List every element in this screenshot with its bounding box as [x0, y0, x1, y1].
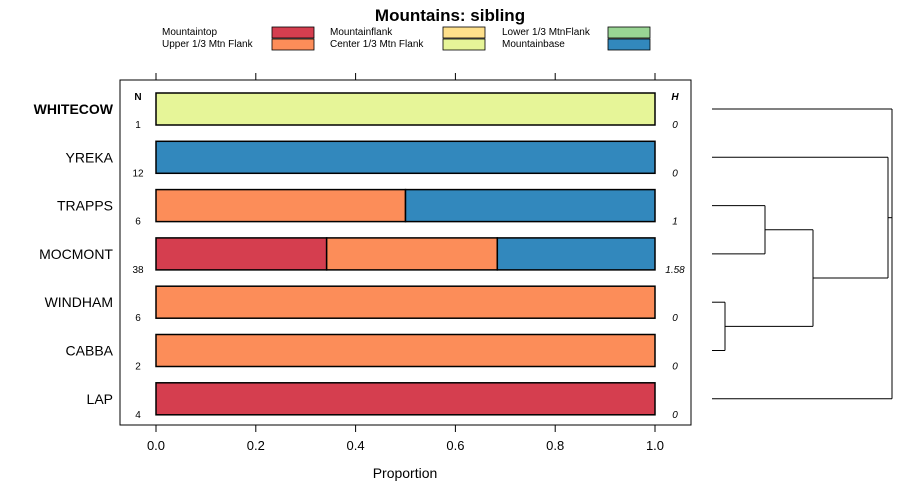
- h-column-header: H: [671, 92, 679, 103]
- x-tick-label: 1.0: [646, 438, 664, 453]
- plot-frame: [119, 79, 692, 426]
- dendrogram: [712, 108, 893, 400]
- n-value: 38: [132, 265, 144, 276]
- bar-segment: [155, 188, 407, 223]
- n-value: 6: [135, 313, 141, 324]
- n-value: 1: [135, 120, 141, 131]
- bar-row: WHITECOW 1 0: [34, 92, 678, 131]
- bar-segment: [155, 285, 656, 319]
- n-value: 4: [135, 410, 141, 421]
- bar-segment: [155, 382, 656, 416]
- h-value: 1.58: [665, 265, 685, 276]
- bar-segment: [155, 237, 328, 271]
- n-column-header: N: [134, 92, 141, 103]
- category-label: CABBA: [66, 343, 114, 359]
- chart-title: Mountains: sibling: [375, 6, 525, 25]
- x-tick-label: 0.0: [147, 438, 165, 453]
- bar-row: CABBA 2 0: [66, 333, 678, 373]
- x-axis: 0.0 0.2 0.4 0.6 0.8 1.0: [147, 73, 664, 453]
- h-value: 0: [672, 313, 678, 324]
- category-label: LAP: [87, 391, 113, 407]
- h-value: 1: [672, 217, 678, 228]
- bar-segment: [496, 237, 656, 271]
- x-tick-label: 0.6: [446, 438, 464, 453]
- bar-segment: [155, 140, 656, 175]
- bar-segment: [325, 237, 499, 271]
- bar-row: LAP 4 0: [87, 382, 678, 421]
- legend-swatch: [271, 38, 315, 51]
- category-label: MOCMONT: [39, 246, 113, 262]
- legend-label: Mountainflank: [330, 27, 393, 38]
- x-axis-label: Proportion: [373, 465, 438, 481]
- bar-rows: WHITECOW 1 0 YREKA 12 0 TRAPPS 6 1 MOCMONT 38 1.58 W…: [34, 92, 685, 421]
- legend-label: Upper 1/3 Mtn Flank: [162, 39, 254, 50]
- legend-swatch: [607, 38, 651, 51]
- h-value: 0: [672, 410, 678, 421]
- legend-label: Mountainbase: [502, 39, 565, 50]
- h-value: 0: [672, 120, 678, 131]
- n-value: 2: [135, 362, 141, 373]
- category-label: WINDHAM: [45, 294, 113, 310]
- bar-segment: [155, 92, 656, 126]
- bar-row: WINDHAM 6 0: [45, 285, 678, 324]
- legend-label: Lower 1/3 MtnFlank: [502, 27, 591, 38]
- category-label: WHITECOW: [34, 101, 114, 117]
- legend-swatch: [442, 38, 486, 51]
- legend-swatch: [442, 26, 486, 39]
- category-label: TRAPPS: [57, 198, 113, 214]
- legend-swatch: [271, 26, 315, 39]
- x-tick-label: 0.2: [247, 438, 265, 453]
- h-value: 0: [672, 362, 678, 373]
- legend-label: Center 1/3 Mtn Flank: [330, 39, 424, 50]
- n-value: 6: [135, 217, 141, 228]
- x-tick-label: 0.8: [546, 438, 564, 453]
- x-tick-label: 0.4: [347, 438, 365, 453]
- bar-row: YREKA 12 0: [66, 140, 678, 179]
- h-value: 0: [672, 168, 678, 179]
- bar-segment: [155, 333, 656, 368]
- n-value: 12: [132, 168, 144, 179]
- bar-row: MOCMONT 38 1.58: [39, 237, 685, 276]
- bar-row: TRAPPS 6 1: [57, 188, 678, 228]
- legend-label: Mountaintop: [162, 27, 217, 38]
- bar-segment: [404, 188, 656, 223]
- legend-swatch: [607, 26, 651, 39]
- category-label: YREKA: [66, 149, 114, 165]
